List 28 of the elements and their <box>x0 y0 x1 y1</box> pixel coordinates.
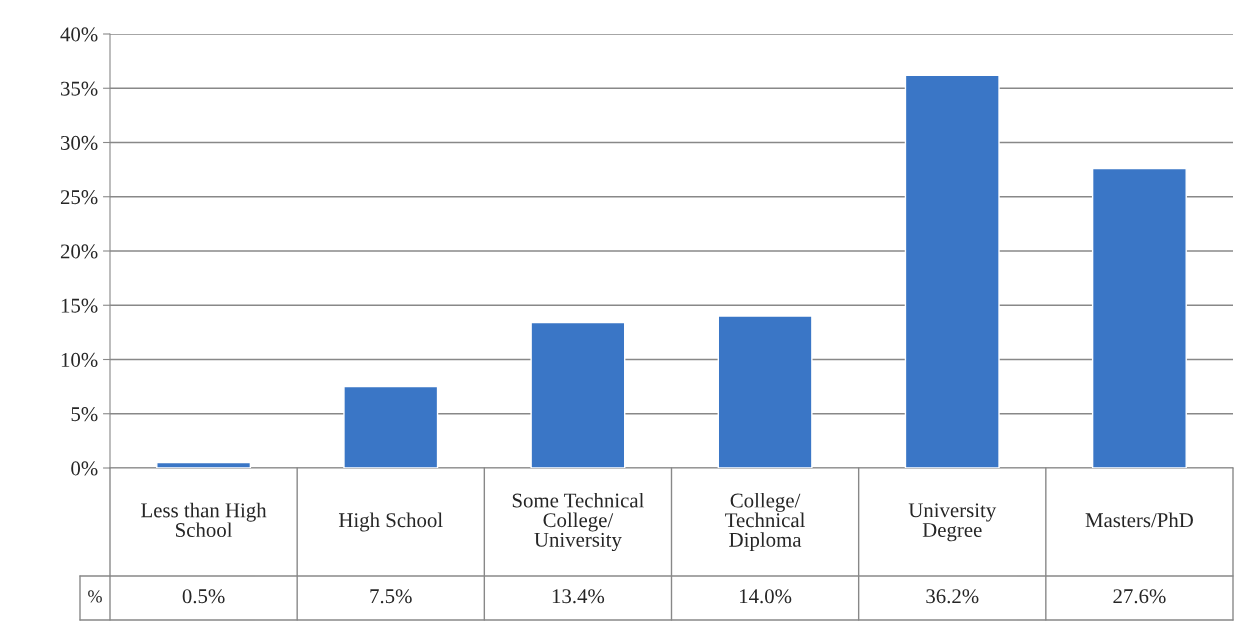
y-tick-label: 40% <box>60 27 98 42</box>
y-tick-label: 15% <box>61 298 98 313</box>
x-tick-label: Less than High School <box>141 502 267 538</box>
x-tick-label: Some Technical College/ University <box>512 492 644 552</box>
y-tick-label: 20% <box>60 244 98 259</box>
x-tick-label: University Degree <box>908 503 997 542</box>
data-label: 13.4% <box>552 589 605 604</box>
y-tick-label: 0% <box>71 461 98 476</box>
data-label: 14.0% <box>740 589 792 604</box>
y-tick-label: 5% <box>71 407 98 422</box>
x-tick-label: College/ Technical Diploma <box>725 492 805 552</box>
data-label: 0.5% <box>182 589 225 604</box>
bar <box>904 74 1000 468</box>
y-tick-label: 35% <box>61 81 98 96</box>
bar <box>1091 167 1187 468</box>
y-tick-label: 25% <box>60 190 98 205</box>
data-label: 27.6% <box>1113 589 1166 604</box>
bar <box>156 461 252 468</box>
bar <box>717 315 813 468</box>
y-tick-label: 10% <box>61 352 98 367</box>
x-tick-label: High School <box>338 512 443 532</box>
y-tick-label: 30% <box>61 135 98 150</box>
x-tick-label: Masters/PhD <box>1085 512 1193 528</box>
data-label: 7.5% <box>370 589 412 604</box>
bar <box>343 385 439 468</box>
data-label: 36.2% <box>926 589 979 604</box>
bar <box>530 321 626 468</box>
text: % <box>88 590 102 603</box>
